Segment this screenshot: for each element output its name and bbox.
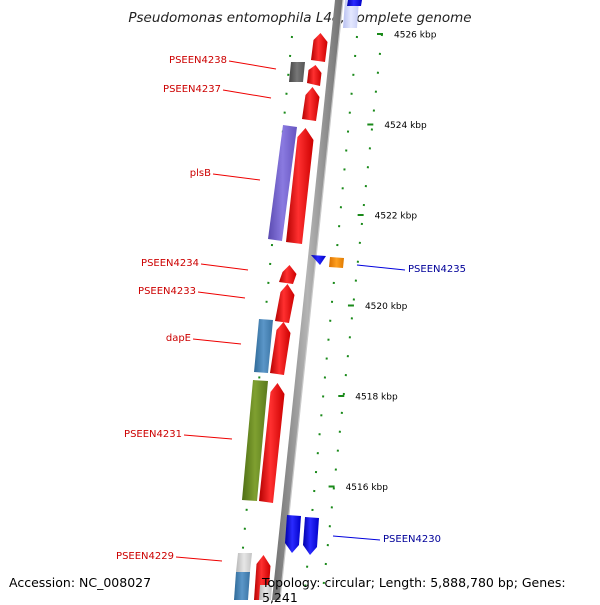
- gene-label-pseen4234[interactable]: PSEEN4234: [141, 258, 199, 269]
- scale-tick-label: 4518 kbp: [355, 393, 398, 403]
- gene-label-pseen4231[interactable]: PSEEN4231: [124, 429, 182, 440]
- gene-label-pseen4237[interactable]: PSEEN4237: [163, 84, 221, 95]
- gene-label-pseen4233[interactable]: PSEEN4233: [138, 286, 196, 297]
- gene-arrow-dape: [270, 322, 291, 375]
- gene-arrow-top-plus: [347, 0, 362, 6]
- gene-label-pseen4230[interactable]: PSEEN4230: [383, 534, 441, 545]
- scale-tick-label: 4522 kbp: [375, 212, 418, 222]
- gene-label-dape[interactable]: dapE: [166, 333, 191, 344]
- cog-box-bottom-light: [259, 585, 272, 600]
- gene-leader-line: [228, 60, 277, 70]
- genome-backbone: [272, 0, 344, 600]
- gene-leader-line: [222, 89, 272, 99]
- topology-text: Topology: circular; Length: 5,888,780 bp…: [262, 575, 566, 605]
- gene-arrow-pseen4234: [279, 265, 297, 284]
- cog-box-top-light: [343, 0, 359, 28]
- gene-label-pseen4235[interactable]: PSEEN4235: [408, 264, 466, 275]
- gene-label-pseen4238[interactable]: PSEEN4238: [169, 55, 227, 66]
- accession-text: Accession: NC_008027: [9, 575, 152, 590]
- gene-arrow-plsb: [286, 128, 314, 244]
- gene-arrow-pseen4233: [275, 284, 295, 323]
- cog-box-plsb: [268, 125, 297, 241]
- cog-box-pseen4231: [242, 380, 268, 501]
- cog-box-pseen4238: [289, 62, 305, 82]
- cog-box-dape: [254, 319, 273, 373]
- gene-leader-line: [175, 556, 223, 562]
- gene-leader-line: [183, 434, 233, 440]
- gene-leader-line: [200, 263, 249, 271]
- map-title: Pseudomonas entomophila L48, complete ge…: [128, 10, 472, 26]
- scale-tick-label: 4520 kbp: [365, 302, 408, 312]
- gene-leader-line: [356, 264, 406, 271]
- scale-tick-label: 4526 kbp: [394, 31, 437, 41]
- cog-boxes: [234, 0, 359, 600]
- cog-box-pseen4229-light: [236, 553, 252, 572]
- plus-strand-genes: [285, 0, 362, 555]
- minus-strand-genes: [254, 33, 328, 600]
- gene-label-pseen4229[interactable]: PSEEN4229: [116, 551, 174, 562]
- gene-arrow-pseen4237: [302, 87, 320, 121]
- gene-leader-line: [192, 338, 242, 345]
- gene-label-plsb[interactable]: plsB: [190, 168, 211, 179]
- cog-box-pseen4235: [329, 257, 344, 268]
- gene-arrow-pseen4235: [311, 255, 326, 265]
- gene-arrow-top-1: [311, 33, 328, 62]
- scale-tick-label: 4524 kbp: [384, 121, 427, 131]
- gene-leader-line: [197, 291, 246, 299]
- scale-tick-label: 4516 kbp: [346, 483, 389, 493]
- gene-arrow-pseen4230-b: [303, 517, 319, 555]
- gene-leader-line: [332, 535, 381, 541]
- gene-leader-line: [212, 173, 261, 181]
- gene-arrow-pseen4231: [259, 383, 285, 503]
- gene-labels: PSEEN4238 PSEEN4237 plsB PSEEN4235 PSEEN4234…: [116, 55, 466, 562]
- cog-box-pseen4229-blue: [234, 572, 250, 600]
- gene-arrow-pseen4238: [307, 65, 322, 86]
- scale-ticks: 4526 kbp 4524 kbp 4522 kbp 4520 kbp 4518 kbp…: [328, 31, 437, 493]
- gene-arrow-pseen4230-a: [285, 515, 301, 553]
